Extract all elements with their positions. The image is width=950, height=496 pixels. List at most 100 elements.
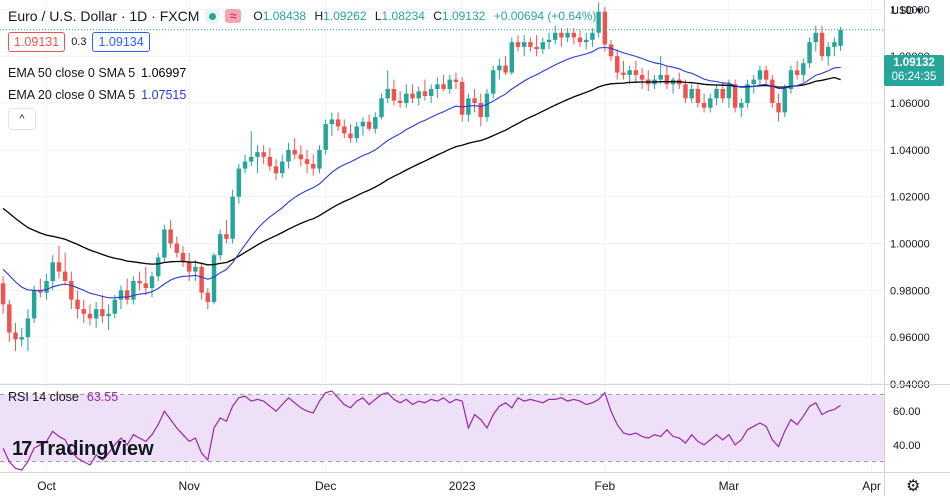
tradingview-logo[interactable]: 17 TradingView [12, 438, 154, 461]
candle-body [81, 309, 86, 314]
ema20-legend[interactable]: EMA 20 close 0 SMA 5 1.07515 [8, 88, 186, 102]
sell-button[interactable]: 1.09131 [8, 32, 66, 52]
wave-icon[interactable]: ≈ [225, 9, 242, 23]
candles [0, 2, 843, 352]
currency-selector[interactable]: USD ▾ [891, 4, 922, 18]
market-open-icon[interactable] [205, 9, 220, 23]
symbol-title[interactable]: Euro / U.S. Dollar · 1D · FXCM [8, 8, 200, 24]
candle-body [379, 98, 384, 118]
candle-body [75, 299, 80, 310]
candle-body [689, 88, 694, 99]
rsi-line [2, 390, 841, 471]
candle-body [435, 84, 440, 89]
price-tick-label: 1.10000 [890, 4, 930, 16]
candle-body [329, 119, 335, 125]
candle-body [360, 121, 366, 127]
time-tick-label: Apr [862, 479, 881, 493]
rsi-band [0, 393, 884, 463]
candle-body [25, 318, 31, 338]
candle-body [373, 117, 378, 129]
candle-body [292, 149, 297, 155]
candle-body [118, 290, 124, 300]
low-value: 1.08234 [381, 9, 425, 23]
candle-body [583, 39, 589, 43]
candle-body [100, 309, 105, 317]
candle-body [342, 126, 347, 134]
candle-body [695, 88, 701, 104]
candle-body [813, 32, 818, 43]
candle-body [69, 280, 74, 300]
ema50-label: EMA 50 close 0 SMA 5 [8, 66, 136, 80]
candle-body [509, 42, 515, 73]
candle-body [38, 290, 43, 293]
candle-body [7, 304, 12, 333]
candle-body [50, 262, 55, 281]
candle-body [459, 81, 465, 115]
candle-body [763, 70, 769, 80]
candle-body [447, 79, 452, 89]
candle-body [441, 84, 446, 89]
last-price-tag: 1.09132 06:24:35 [884, 55, 944, 86]
candle-body [255, 152, 260, 157]
ema50-value: 1.06997 [141, 66, 187, 80]
candle-body [615, 56, 620, 73]
candle-body [552, 32, 558, 40]
candle-body [515, 42, 521, 47]
ohlc-values: O1.08438 H1.09262 L1.08234 C1.09132 +0.0… [253, 9, 601, 23]
candle-body [0, 283, 6, 305]
rsi-tick-label: 60.00 [893, 406, 921, 418]
ema20-line [2, 46, 841, 299]
candle-body [726, 84, 732, 99]
close-label: C [433, 9, 442, 23]
candle-body [62, 271, 68, 281]
candle-body [490, 70, 496, 94]
candle-body [565, 32, 570, 38]
candle-body [236, 168, 242, 197]
collapse-legend-button[interactable]: ^ [8, 108, 36, 130]
candle-body [311, 163, 316, 169]
candle-body [608, 44, 614, 57]
candle-body [521, 42, 527, 47]
candle-body [546, 39, 552, 43]
candle-body [416, 91, 421, 99]
rsi-label: RSI 14 close [8, 390, 79, 404]
candle-body [739, 103, 744, 108]
candle-body [267, 156, 273, 167]
open-value: 1.08438 [262, 9, 307, 23]
candle-body [391, 88, 397, 101]
price-tick-label: 1.06000 [890, 98, 930, 110]
low-label: L [374, 9, 382, 23]
gear-icon[interactable]: ⚙ [906, 478, 921, 495]
ema50-legend[interactable]: EMA 50 close 0 SMA 5 1.06997 [8, 66, 186, 80]
candle-body [224, 234, 229, 239]
moving-averages [2, 46, 841, 299]
ema20-value: 1.07515 [141, 88, 187, 102]
candle-body [112, 299, 117, 314]
candle-body [571, 32, 577, 38]
candle-body [19, 337, 24, 340]
candle-body [701, 103, 707, 108]
candle-body [577, 37, 583, 43]
bar-countdown: 06:24:35 [891, 71, 937, 83]
candle-body [410, 93, 415, 99]
rsi-series [2, 390, 841, 471]
candle-body [280, 161, 285, 174]
buy-button[interactable]: 1.09134 [92, 32, 150, 52]
candle-body [596, 11, 601, 33]
time-tick-label: Feb [594, 479, 615, 493]
candle-body [745, 84, 750, 104]
candle-body [751, 79, 756, 85]
candle-body [621, 72, 626, 75]
candle-body [534, 46, 539, 50]
candle-body [801, 63, 806, 75]
candle-body [807, 42, 812, 64]
candle-body [155, 257, 161, 277]
rsi-value: 63.55 [86, 390, 119, 404]
candle-body [31, 290, 37, 319]
candle-body [478, 103, 484, 118]
candle-body [453, 79, 459, 82]
chevron-down-icon: ▾ [916, 5, 922, 17]
open-label: O [253, 9, 263, 23]
rsi-legend[interactable]: RSI 14 close 63.55 [8, 390, 118, 404]
